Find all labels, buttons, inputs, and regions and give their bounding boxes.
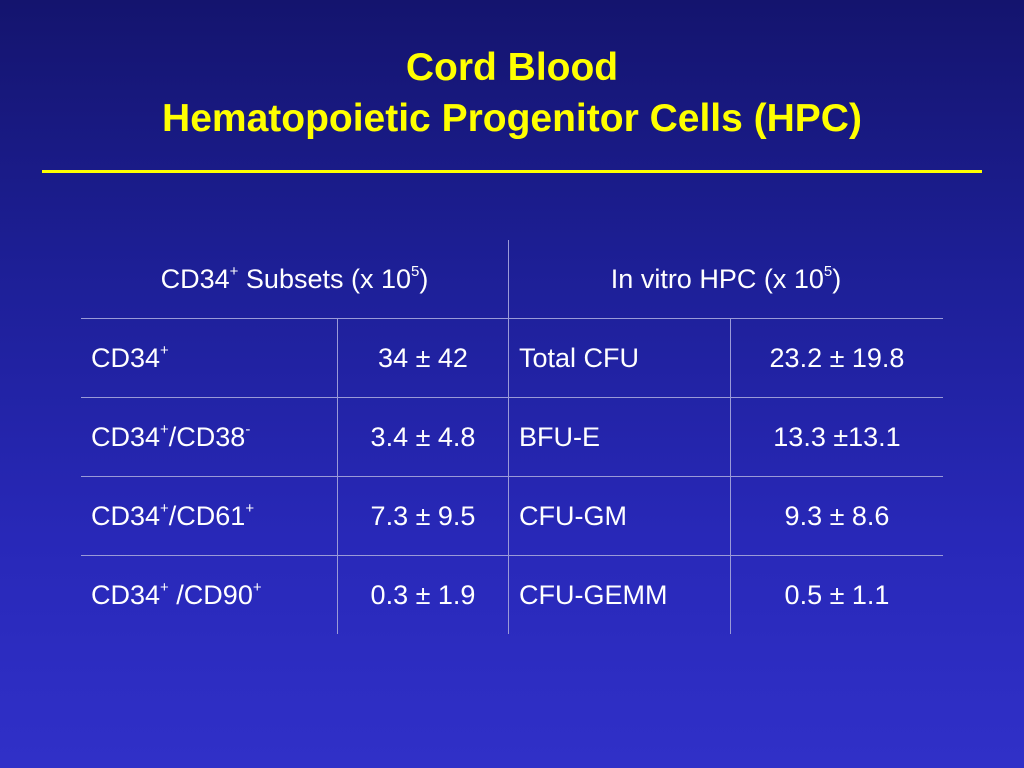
hpc-label: CFU-GEMM [508,555,731,634]
subset-label: CD34+ /CD90+ [81,555,338,634]
table-row: CD34+/CD38- 3.4 ± 4.8 BFU-E 13.3 ±13.1 [81,397,943,477]
hpc-label: CFU-GM [508,476,731,556]
subset-value: 0.3 ± 1.9 [337,555,509,634]
table-row: CD34+ 34 ± 42 Total CFU 23.2 ± 19.8 [81,318,943,398]
subset-value: 7.3 ± 9.5 [337,476,509,556]
subset-label: CD34+/CD61+ [81,476,338,556]
title-line-2: Hematopoietic Progenitor Cells (HPC) [162,97,862,140]
subset-label: CD34+ [81,318,338,398]
hpc-value: 0.5 ± 1.1 [730,555,943,634]
hpc-label: Total CFU [508,318,731,398]
hpc-value: 13.3 ±13.1 [730,397,943,477]
cd34-hpc-table: CD34+ Subsets (x 105) In vitro HPC (x 10… [81,240,943,634]
table-header-row: CD34+ Subsets (x 105) In vitro HPC (x 10… [81,240,943,319]
slide-title: Cord Blood Hematopoietic Progenitor Cell… [0,42,1024,144]
hpc-value: 23.2 ± 19.8 [730,318,943,398]
header-in-vitro-hpc: In vitro HPC (x 105) [508,240,943,319]
subset-value: 3.4 ± 4.8 [337,397,509,477]
hpc-value: 9.3 ± 8.6 [730,476,943,556]
table-row: CD34+ /CD90+ 0.3 ± 1.9 CFU-GEMM 0.5 ± 1.… [81,555,943,634]
table-row: CD34+/CD61+ 7.3 ± 9.5 CFU-GM 9.3 ± 8.6 [81,476,943,556]
title-divider [42,170,982,173]
hpc-label: BFU-E [508,397,731,477]
header-cd34-subsets: CD34+ Subsets (x 105) [160,262,429,294]
subset-value: 34 ± 42 [337,318,509,398]
title-line-1: Cord Blood [405,46,619,89]
subset-label: CD34+/CD38- [81,397,338,477]
